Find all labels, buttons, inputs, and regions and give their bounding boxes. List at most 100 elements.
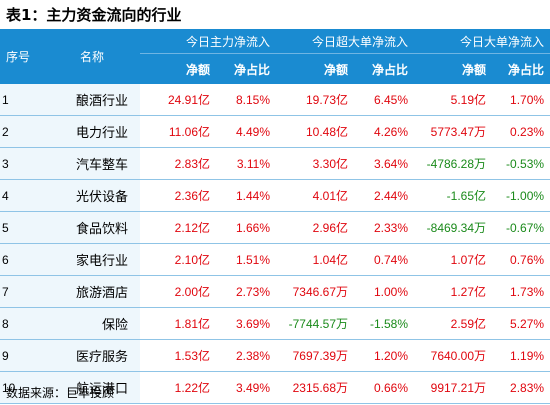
row-industry-name: 保险	[50, 307, 140, 340]
super-net-amount: 10.48亿	[276, 115, 355, 148]
row-index: 7	[0, 275, 50, 308]
main-net-amount: 1.22亿	[140, 371, 216, 404]
large-net-amount: -8469.34万	[414, 211, 493, 244]
main-net-amount: 2.00亿	[140, 275, 216, 308]
super-net-amount: 2315.68万	[276, 371, 355, 404]
super-net-amount: 1.04亿	[276, 243, 355, 276]
header-amount: 净额	[140, 53, 216, 84]
super-net-amount: 2.96亿	[276, 211, 355, 244]
large-net-ratio: -0.53%	[492, 147, 550, 180]
table-row: 10 航运港口 1.22亿 3.49% 2315.68万 0.66% 9917.21万 2.8…	[0, 371, 550, 404]
header-ratio: 净占比	[492, 53, 550, 84]
super-net-amount: 4.01亿	[276, 179, 355, 212]
row-industry-name: 医疗服务	[50, 339, 140, 372]
large-net-ratio: 1.73%	[492, 275, 550, 308]
main-net-amount: 11.06亿	[140, 115, 216, 148]
row-industry-name: 光伏设备	[50, 179, 140, 212]
super-net-ratio: 2.44%	[354, 179, 415, 212]
main-net-amount: 2.12亿	[140, 211, 216, 244]
table-body: 1 酿酒行业 24.91亿 8.15% 19.73亿 6.45% 5.19亿 1.70% 2 电力…	[0, 84, 550, 404]
large-net-ratio: 5.27%	[492, 307, 550, 340]
header-amount: 净额	[276, 53, 355, 84]
table-row: 4 光伏设备 2.36亿 1.44% 4.01亿 2.44% -1.65亿 -1.00%	[0, 179, 550, 212]
row-industry-name: 航运港口	[50, 371, 140, 404]
table-row: 9 医疗服务 1.53亿 2.38% 7697.39万 1.20% 7640.00万 1.19…	[0, 339, 550, 372]
table-row: 8 保险 1.81亿 3.69% -7744.57万 -1.58% 2.59亿 5.27%	[0, 307, 550, 340]
main-net-ratio: 1.51%	[216, 243, 277, 276]
large-net-ratio: -0.67%	[492, 211, 550, 244]
row-index: 5	[0, 211, 50, 244]
table-row: 1 酿酒行业 24.91亿 8.15% 19.73亿 6.45% 5.19亿 1.70%	[0, 84, 550, 116]
header-name: 名称	[50, 29, 140, 84]
main-net-ratio: 8.15%	[216, 84, 277, 116]
header-row-sub: 净额 净占比 净额 净占比 净额 净占比	[0, 53, 550, 84]
header-row-groups: 序号 名称 今日主力净流入 今日超大单净流入 今日大单净流入	[0, 29, 550, 84]
row-index: 9	[0, 339, 50, 372]
main-net-ratio: 1.44%	[216, 179, 277, 212]
main-net-ratio: 4.49%	[216, 115, 277, 148]
main-net-amount: 2.36亿	[140, 179, 216, 212]
main-net-ratio: 3.49%	[216, 371, 277, 404]
row-industry-name: 汽车整车	[50, 147, 140, 180]
row-index: 1	[0, 84, 50, 116]
super-net-ratio: 0.66%	[354, 371, 415, 404]
large-net-amount: -4786.28万	[414, 147, 493, 180]
table-row: 2 电力行业 11.06亿 4.49% 10.48亿 4.26% 5773.47万 0.23%	[0, 115, 550, 148]
table-row: 7 旅游酒店 2.00亿 2.73% 7346.67万 1.00% 1.27亿 1.73%	[0, 275, 550, 308]
large-net-ratio: 1.70%	[492, 84, 550, 116]
row-industry-name: 家电行业	[50, 243, 140, 276]
row-index: 8	[0, 307, 50, 340]
table-row: 3 汽车整车 2.83亿 3.11% 3.30亿 3.64% -4786.28万 -0.53%	[0, 147, 550, 180]
super-net-ratio: -1.58%	[354, 307, 415, 340]
table-row: 6 家电行业 2.10亿 1.51% 1.04亿 0.74% 1.07亿 0.76%	[0, 243, 550, 276]
table-row: 5 食品饮料 2.12亿 1.66% 2.96亿 2.33% -8469.34万 -0.67%	[0, 211, 550, 244]
row-index: 10	[0, 371, 50, 404]
super-net-amount: 19.73亿	[276, 84, 355, 116]
super-net-ratio: 0.74%	[354, 243, 415, 276]
main-net-amount: 2.83亿	[140, 147, 216, 180]
large-net-amount: -1.65亿	[414, 179, 493, 212]
large-net-amount: 5.19亿	[414, 84, 493, 116]
row-industry-name: 酿酒行业	[50, 84, 140, 116]
main-net-ratio: 2.38%	[216, 339, 277, 372]
row-index: 6	[0, 243, 50, 276]
super-net-amount: -7744.57万	[276, 307, 355, 340]
main-net-amount: 24.91亿	[140, 84, 216, 116]
row-index: 2	[0, 115, 50, 148]
main-net-ratio: 3.11%	[216, 147, 277, 180]
row-index: 3	[0, 147, 50, 180]
header-amount: 净额	[414, 53, 493, 84]
large-net-amount: 9917.21万	[414, 371, 493, 404]
large-net-amount: 2.59亿	[414, 307, 493, 340]
header-group-super: 今日超大单净流入	[276, 29, 415, 54]
large-net-amount: 1.07亿	[414, 243, 493, 276]
large-net-ratio: 0.23%	[492, 115, 550, 148]
main-net-amount: 2.10亿	[140, 243, 216, 276]
super-net-amount: 3.30亿	[276, 147, 355, 180]
header-index: 序号	[0, 29, 50, 84]
table-title: 表1：主力资金流向的行业	[6, 6, 182, 24]
super-net-ratio: 1.20%	[354, 339, 415, 372]
super-net-amount: 7697.39万	[276, 339, 355, 372]
header-group-main: 今日主力净流入	[140, 29, 277, 54]
large-net-ratio: 0.76%	[492, 243, 550, 276]
large-net-amount: 5773.47万	[414, 115, 493, 148]
row-industry-name: 食品饮料	[50, 211, 140, 244]
header-ratio: 净占比	[216, 53, 277, 84]
row-industry-name: 电力行业	[50, 115, 140, 148]
super-net-ratio: 3.64%	[354, 147, 415, 180]
large-net-amount: 1.27亿	[414, 275, 493, 308]
row-index: 4	[0, 179, 50, 212]
large-net-ratio: -1.00%	[492, 179, 550, 212]
main-net-amount: 1.53亿	[140, 339, 216, 372]
header-ratio: 净占比	[354, 53, 415, 84]
row-industry-name: 旅游酒店	[50, 275, 140, 308]
main-net-amount: 1.81亿	[140, 307, 216, 340]
super-net-ratio: 1.00%	[354, 275, 415, 308]
main-net-ratio: 2.73%	[216, 275, 277, 308]
super-net-ratio: 2.33%	[354, 211, 415, 244]
header-group-large: 今日大单净流入	[414, 29, 550, 54]
large-net-amount: 7640.00万	[414, 339, 493, 372]
main-net-ratio: 3.69%	[216, 307, 277, 340]
fund-flow-table: 序号 名称 今日主力净流入 今日超大单净流入 今日大单净流入 净额 净占比 净额…	[0, 29, 550, 404]
